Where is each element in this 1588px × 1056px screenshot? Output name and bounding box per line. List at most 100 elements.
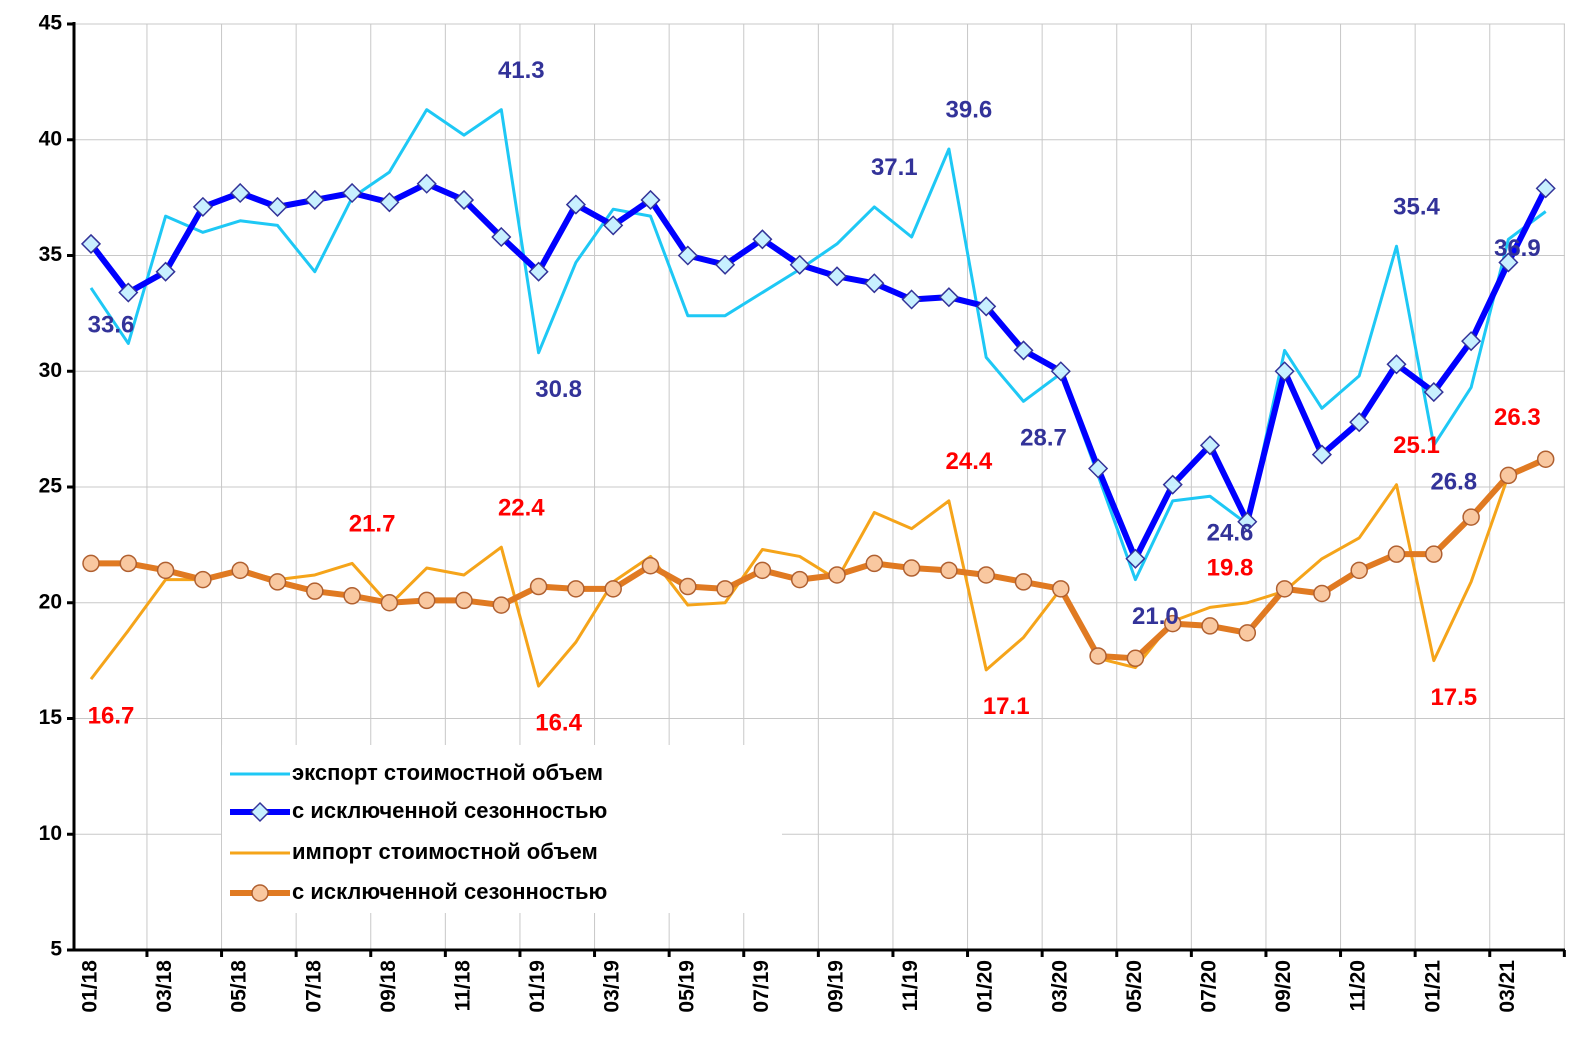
x-tick-label: 09/20: [1272, 960, 1295, 1013]
data-label: 25.1: [1393, 432, 1440, 459]
series-line: [91, 456, 1547, 662]
y-tick-label: 15: [39, 706, 63, 729]
marker: [976, 296, 997, 317]
marker: [826, 266, 848, 287]
marker: [342, 182, 363, 204]
marker: [640, 189, 661, 211]
data-label: 24.4: [946, 448, 993, 475]
marker: [380, 594, 399, 612]
marker: [1499, 466, 1518, 485]
y-tick-label: 25: [39, 475, 63, 498]
marker: [1237, 511, 1258, 532]
marker: [752, 229, 773, 250]
legend-label: с исключенной сезонностью: [292, 798, 607, 823]
marker: [1350, 561, 1368, 580]
data-label: 41.3: [498, 57, 545, 84]
marker: [306, 582, 324, 600]
marker: [1536, 450, 1555, 468]
marker: [938, 287, 959, 308]
marker: [1162, 474, 1183, 495]
marker: [155, 261, 176, 282]
x-tick-label: 03/21: [1496, 960, 1519, 1013]
marker: [1423, 382, 1444, 403]
y-tick-label: 10: [39, 822, 62, 845]
axes: 5 10 15 20 25 30 35 40 45 01/18 03/18 05/18 07/18 09/…: [39, 12, 1566, 1013]
marker: [1125, 548, 1146, 569]
y-tick-label: 5: [50, 938, 62, 961]
marker: [156, 561, 175, 580]
marker: [902, 559, 921, 577]
y-tick-label: 35: [39, 243, 63, 266]
marker: [1462, 508, 1480, 526]
legend-marker: [251, 884, 269, 902]
marker: [603, 215, 624, 236]
marker: [865, 554, 884, 573]
data-label: 16.4: [535, 709, 582, 736]
marker: [1126, 649, 1145, 668]
data-label: 16.7: [88, 702, 135, 729]
y-tick-label: 45: [39, 12, 63, 35]
data-label: 28.7: [1020, 425, 1067, 452]
marker: [1386, 354, 1407, 375]
marker: [940, 561, 958, 580]
x-tick-label: 09/19: [825, 960, 848, 1013]
marker: [1089, 647, 1107, 665]
marker: [82, 554, 100, 573]
marker: [1238, 624, 1257, 642]
marker: [1199, 435, 1221, 456]
marker: [119, 554, 138, 573]
series-lines: [80, 108, 1556, 688]
data-label: 24.6: [1207, 520, 1254, 547]
marker: [641, 556, 660, 575]
x-tick-label: 03/18: [153, 960, 176, 1013]
marker: [492, 596, 511, 614]
data-label: 26.8: [1430, 469, 1477, 496]
x-tick-label: 07/19: [750, 960, 773, 1013]
marker: [715, 254, 736, 275]
legend-marker: [249, 801, 271, 823]
marker: [1313, 584, 1331, 603]
marker: [529, 577, 548, 596]
x-tick-label: 07/20: [1198, 960, 1221, 1013]
data-label: 21.0: [1132, 603, 1179, 630]
legend-box: [222, 745, 782, 913]
marker: [230, 182, 251, 204]
marker: [753, 561, 772, 580]
legend: экспорт стоимостной объем с исключенной …: [222, 745, 782, 913]
marker: [604, 580, 622, 598]
data-label: 17.5: [1430, 684, 1477, 711]
marker: [1201, 617, 1219, 635]
x-tick-label: 03/19: [601, 960, 624, 1013]
data-label: 21.7: [349, 511, 396, 538]
data-label: 22.4: [498, 495, 545, 522]
y-tick-label: 20: [39, 590, 62, 613]
marker: [455, 591, 473, 610]
legend-label: экспорт стоимостной объем: [292, 760, 603, 785]
marker: [379, 192, 400, 213]
marker: [267, 196, 288, 217]
marker: [453, 189, 475, 211]
data-label: 35.4: [1393, 194, 1440, 221]
marker: [194, 570, 212, 589]
marker: [864, 273, 885, 294]
marker: [1088, 458, 1109, 479]
marker: [901, 289, 922, 310]
marker: [716, 580, 734, 598]
x-tick-label: 07/18: [302, 960, 325, 1013]
x-tick-label: 05/18: [228, 960, 251, 1013]
marker: [1013, 340, 1034, 361]
x-tick-label: 09/18: [377, 960, 400, 1013]
series-line: [89, 455, 1547, 688]
marker: [417, 591, 436, 610]
marker: [268, 573, 287, 591]
data-label: 33.6: [88, 311, 135, 338]
marker: [1052, 580, 1070, 598]
y-tick-label: 40: [39, 127, 62, 150]
marker: [789, 254, 810, 275]
data-labels: 33.6 41.3 30.8 37.1 39.6 28.7 21.0 24.6 35.4 26.8…: [88, 57, 1541, 736]
marker: [1349, 412, 1370, 433]
x-tick-label: 11/19: [899, 960, 922, 1011]
marker: [567, 580, 585, 598]
x-tick-label: 11/20: [1347, 960, 1370, 1011]
